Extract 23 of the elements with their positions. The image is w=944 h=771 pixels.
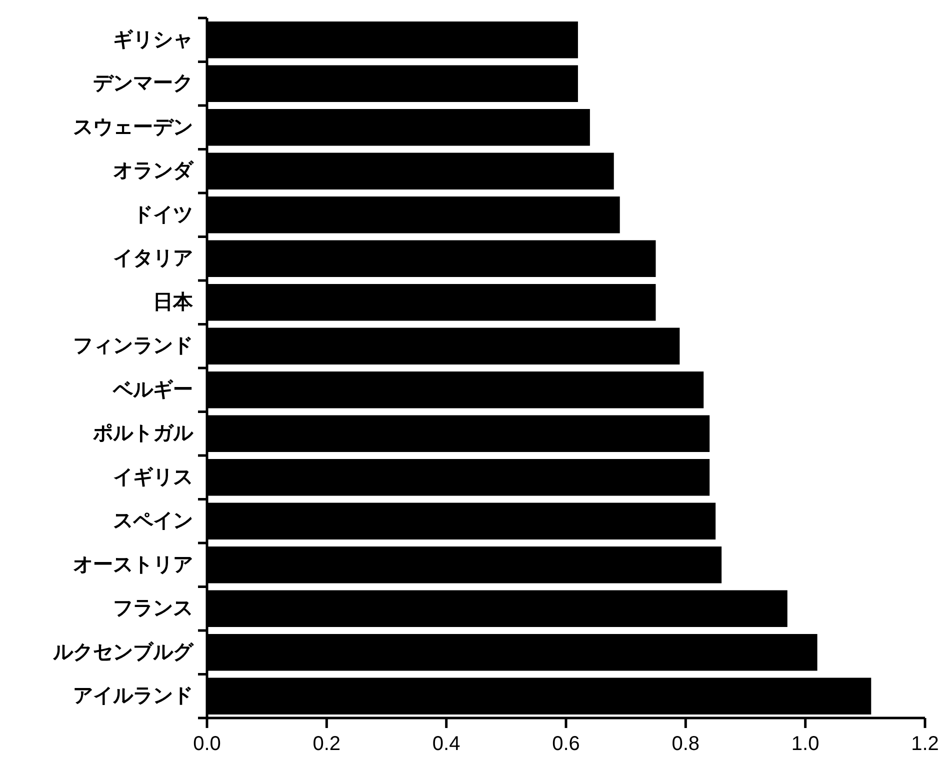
y-tick-label: イギリス — [113, 466, 193, 488]
y-tick-label: ルクセンブルグ — [52, 640, 194, 664]
x-tick-label: 1.2 — [911, 733, 939, 755]
y-tick-label: フィンランド — [73, 335, 193, 358]
x-tick-label: 0.6 — [552, 733, 580, 755]
y-tick-label: スペイン — [113, 510, 193, 532]
y-tick-label: オランダ — [113, 160, 194, 182]
x-tick-label: 0.2 — [312, 733, 341, 755]
y-tick-label: ドイツ — [133, 204, 193, 226]
y-tick-label: オーストリア — [73, 554, 193, 576]
y-tick-label: 日本 — [153, 291, 194, 314]
x-tick-label: 0.0 — [193, 733, 221, 755]
y-tick-label: スウェーデン — [73, 116, 193, 138]
y-tick-label: フランス — [113, 598, 193, 620]
x-tick-label: 0.4 — [432, 733, 460, 755]
y-tick-label: アイルランド — [73, 685, 193, 708]
x-tick-label: 0.8 — [672, 733, 700, 755]
y-tick-label: ギリシャ — [113, 28, 193, 51]
x-tick-label: 1.0 — [791, 733, 820, 755]
y-tick-label: イタリア — [113, 248, 193, 270]
y-tick-label: ポルトガル — [92, 422, 194, 445]
y-tick-label: デンマーク — [93, 72, 193, 95]
y-tick-label: ベルギー — [112, 378, 193, 401]
